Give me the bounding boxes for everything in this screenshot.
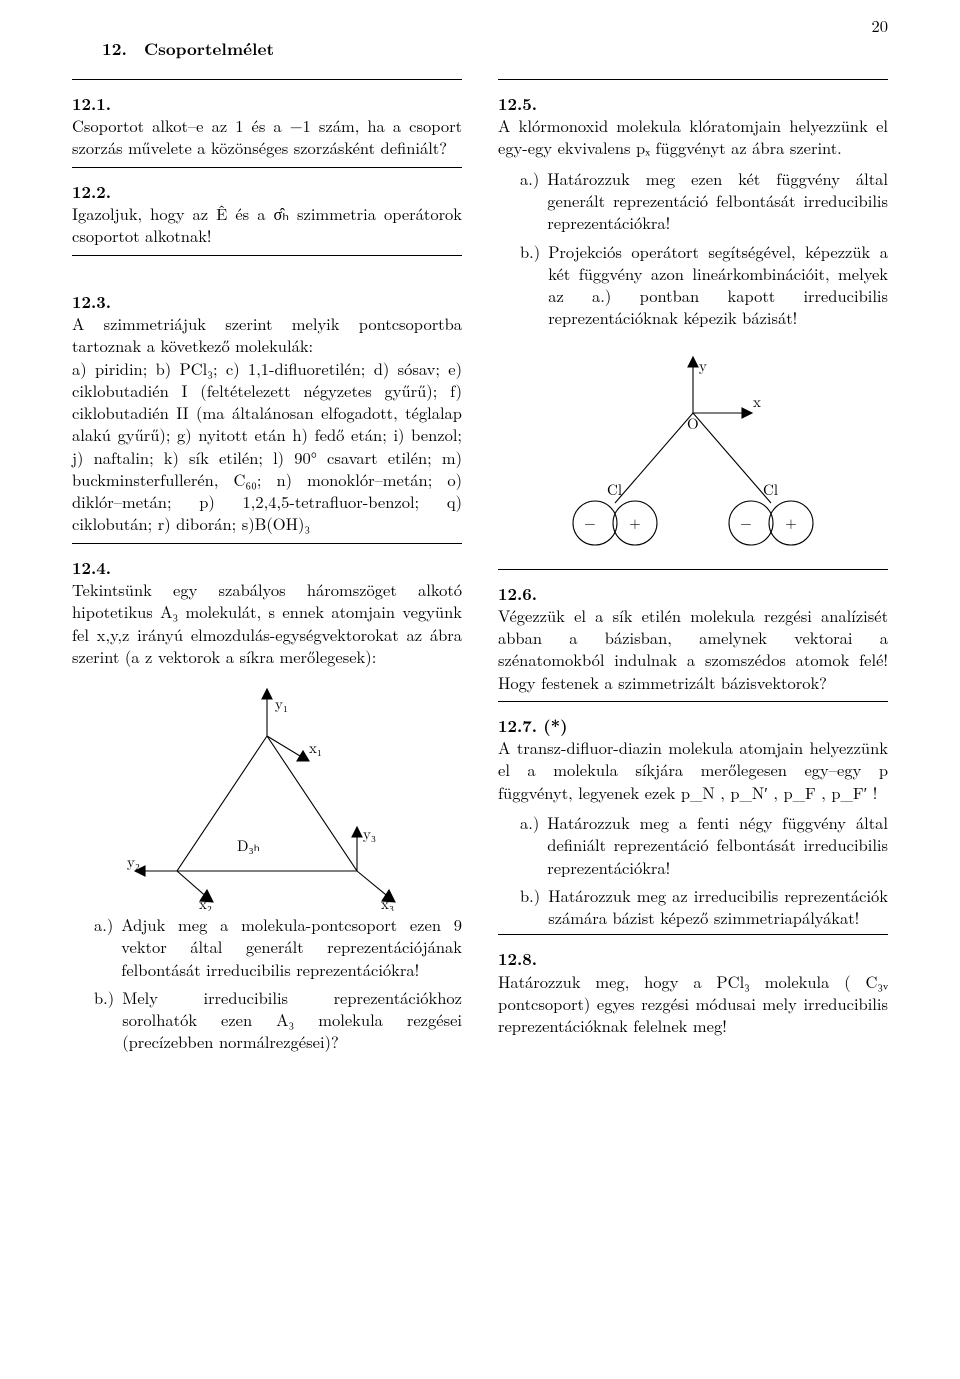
question-12-4-subitems: a.) Adjuk meg a molekula-pontcsoport eze…: [72, 913, 462, 1053]
rule: [498, 569, 888, 570]
question-text: A szimmetriájuk szerint melyik pontcsopo…: [72, 311, 462, 535]
fig-label-x3: x₃: [381, 893, 394, 911]
question-text: A klórmonoxid molekula klóratomjain hely…: [498, 113, 888, 159]
fig-label-x: x: [753, 391, 761, 412]
question-text: Végezzük el a sík etilén molekula rezgés…: [498, 603, 888, 694]
question-label: 12.2.: [72, 179, 111, 203]
question-label: 12.1.: [72, 91, 111, 115]
question-text: A transz-difluor-diazin molekula atomjai…: [498, 735, 888, 804]
rule: [72, 255, 462, 256]
fig-label-plus: +: [629, 512, 641, 533]
section-title: 12. Csoportelmélet: [102, 38, 888, 61]
question-12-2: 12.2. Igazoljuk, hogy az Ê és a σ̂ₕ szim…: [72, 180, 462, 247]
question-label: 12.4.: [72, 555, 111, 579]
question-12-7-subitems: a.) Határozzuk meg a fenti négy függvény…: [498, 811, 888, 928]
question-label: 12.8.: [498, 946, 537, 970]
subitem-text: Projekciós operátort segítségével, képez…: [548, 240, 888, 329]
rule: [498, 79, 888, 80]
subitem-label: a.): [520, 167, 539, 234]
subitem-text: Mely irreducibilis reprezentációkhoz sor…: [122, 986, 462, 1053]
fig-label-x1: x₁: [309, 737, 322, 758]
fig-label-y2: y₂: [127, 851, 140, 872]
question-text: Határozzuk meg, hogy a PCl₃ molekula ( C…: [498, 969, 888, 1038]
right-column: 12.5. A klórmonoxid molekula klóratomjai…: [498, 79, 888, 1059]
fig-label-plus: +: [785, 512, 797, 533]
subitem-label: b.): [94, 986, 114, 1053]
question-12-4: 12.4. Tekintsünk egy szabályos háromszög…: [72, 556, 462, 667]
question-12-7: 12.7. (*) A transz-difluor-diazin moleku…: [498, 714, 888, 803]
fig-label-y1: y₁: [275, 693, 288, 714]
question-12-5: 12.5. A klórmonoxid molekula klóratomjai…: [498, 92, 888, 159]
subitem-label: b.): [520, 240, 540, 329]
subitem-label: a.): [520, 811, 539, 878]
subitem-label: a.): [94, 913, 113, 980]
question-label: 12.7. (*): [498, 713, 568, 737]
subitem-text: Adjuk meg a molekula-pontcsoport ezen 9 …: [121, 913, 462, 980]
question-label: 12.6.: [498, 581, 537, 605]
figure-triangle: y₁ x₁ y₂ x₂ y₃ x₃ D₃ₕ: [72, 681, 462, 911]
question-label: 12.3.: [72, 289, 111, 313]
question-12-6: 12.6. Végezzük el a sík etilén molekula …: [498, 582, 888, 693]
rule: [72, 79, 462, 80]
fig-label-minus: −: [584, 512, 596, 533]
question-label: 12.5.: [498, 91, 537, 115]
question-text: Igazoljuk, hogy az Ê és a σ̂ₕ szimmetria…: [72, 201, 462, 247]
fig-label-y3: y₃: [363, 823, 376, 844]
subitem-label: b.): [520, 884, 540, 929]
subitem-text: Határozzuk meg az irreducibilis reprezen…: [548, 884, 888, 929]
rule: [498, 934, 888, 935]
question-12-5-subitems: a.) Határozzuk meg ezen két függvény ált…: [498, 167, 888, 329]
question-12-8: 12.8. Határozzuk meg, hogy a PCl₃ moleku…: [498, 947, 888, 1036]
question-12-3: 12.3. A szimmetriájuk szerint melyik pon…: [72, 268, 462, 535]
figure-cl2o: y x O Cl Cl − + − +: [498, 343, 888, 563]
rule: [72, 543, 462, 544]
question-text: Tekintsünk egy szabályos háromszöget alk…: [72, 577, 462, 668]
left-column: 12.1. Csoportot alkot–e az 1 és a −1 szá…: [72, 79, 462, 1059]
page-number: 20: [872, 14, 889, 36]
fig-label-minus: −: [740, 512, 752, 533]
fig-label-O: O: [687, 413, 699, 434]
fig-label-Cl: Cl: [763, 479, 778, 500]
rule: [498, 701, 888, 702]
subitem-text: Határozzuk meg ezen két függvény által g…: [547, 167, 888, 234]
subitem-text: Határozzuk meg a fenti négy függvény ált…: [547, 811, 888, 878]
fig-label-d3h: D₃ₕ: [237, 835, 260, 856]
fig-label-Cl: Cl: [607, 479, 622, 500]
question-text: Csoportot alkot–e az 1 és a −1 szám, ha …: [72, 113, 462, 159]
rule: [72, 167, 462, 168]
question-12-1: 12.1. Csoportot alkot–e az 1 és a −1 szá…: [72, 92, 462, 159]
fig-label-x2: x₂: [199, 893, 212, 911]
fig-label-y: y: [699, 355, 707, 376]
